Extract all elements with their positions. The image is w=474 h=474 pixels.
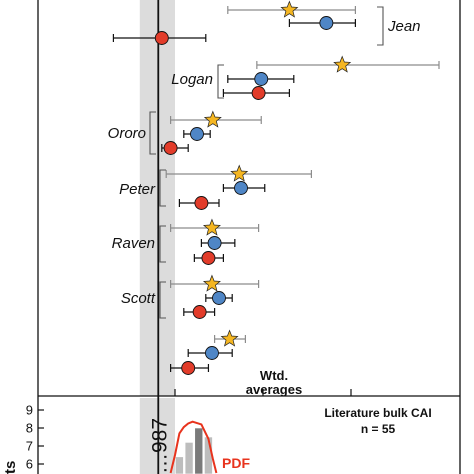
star-marker: [202, 274, 221, 292]
histogram-bar: [175, 456, 184, 474]
reference-line-label: …987: [148, 418, 171, 474]
pdf-label: PDF: [222, 455, 250, 471]
red-circle-marker: [201, 251, 216, 265]
group-label: Logan: [171, 71, 213, 88]
red-circle-marker: [181, 361, 196, 375]
blue-circle-marker: [190, 127, 204, 141]
group-ororo: Ororo: [108, 110, 262, 155]
group-bracket: [159, 281, 166, 319]
group-jean: Jean: [112, 0, 421, 46]
y-tick-label: 8: [26, 421, 33, 436]
y-tick-label: 7: [26, 439, 33, 454]
group-label: Peter: [119, 181, 156, 198]
star-marker: [220, 329, 239, 347]
group-bracket: [159, 169, 166, 207]
group-label: Raven: [112, 235, 155, 252]
blue-circle-marker: [254, 72, 269, 86]
group-scott: Scott: [121, 274, 260, 319]
group-bracket: [159, 225, 166, 263]
group-peter: Peter: [119, 164, 312, 210]
group-label-line: averages: [246, 382, 302, 397]
pdf-curve: [169, 420, 218, 474]
red-circle-marker: [163, 141, 178, 155]
group-label: Wtd. averages: [246, 368, 302, 397]
blue-circle-marker: [205, 346, 219, 360]
group-raven: Raven: [112, 218, 260, 265]
group-wtd: Wtd. averages: [170, 329, 302, 397]
y-axis-label: ts: [2, 461, 19, 474]
star-marker: [202, 218, 221, 236]
group-label: Jean: [387, 18, 421, 35]
group-bracket: [217, 64, 224, 99]
group-label: Ororo: [108, 125, 146, 142]
group-label: Scott: [121, 290, 156, 307]
star-marker: [333, 55, 352, 73]
group-logan: Logan: [171, 55, 440, 100]
y-tick-label: 9: [26, 403, 33, 418]
histogram-bar: [184, 442, 194, 474]
blue-circle-marker: [207, 236, 222, 250]
group-bracket: [377, 6, 384, 46]
sample-count: n = 55: [361, 422, 396, 436]
blue-circle-marker: [319, 16, 334, 30]
top-panel: Jean Logan Ororo Peter Raven Scott Wtd. average…: [37, 0, 461, 397]
red-circle-marker: [192, 305, 207, 319]
red-circle-marker: [154, 31, 169, 45]
group-bracket: [149, 111, 156, 155]
y-tick-label: 6: [26, 457, 33, 472]
group-label-line: Wtd.: [260, 368, 288, 383]
red-circle-marker: [194, 196, 209, 210]
bottom-panel-title: Literature bulk CAI: [324, 406, 431, 420]
star-marker: [203, 110, 222, 128]
bottom-panel: …987 9 8 7 6 ts Literature bulk CAI n = 55 PDF: [2, 396, 461, 474]
blue-circle-marker: [234, 181, 248, 195]
red-circle-marker: [251, 86, 266, 100]
star-marker: [280, 0, 299, 18]
star-marker: [230, 164, 249, 182]
histogram-bar: [194, 427, 204, 474]
blue-circle-marker: [212, 291, 226, 305]
